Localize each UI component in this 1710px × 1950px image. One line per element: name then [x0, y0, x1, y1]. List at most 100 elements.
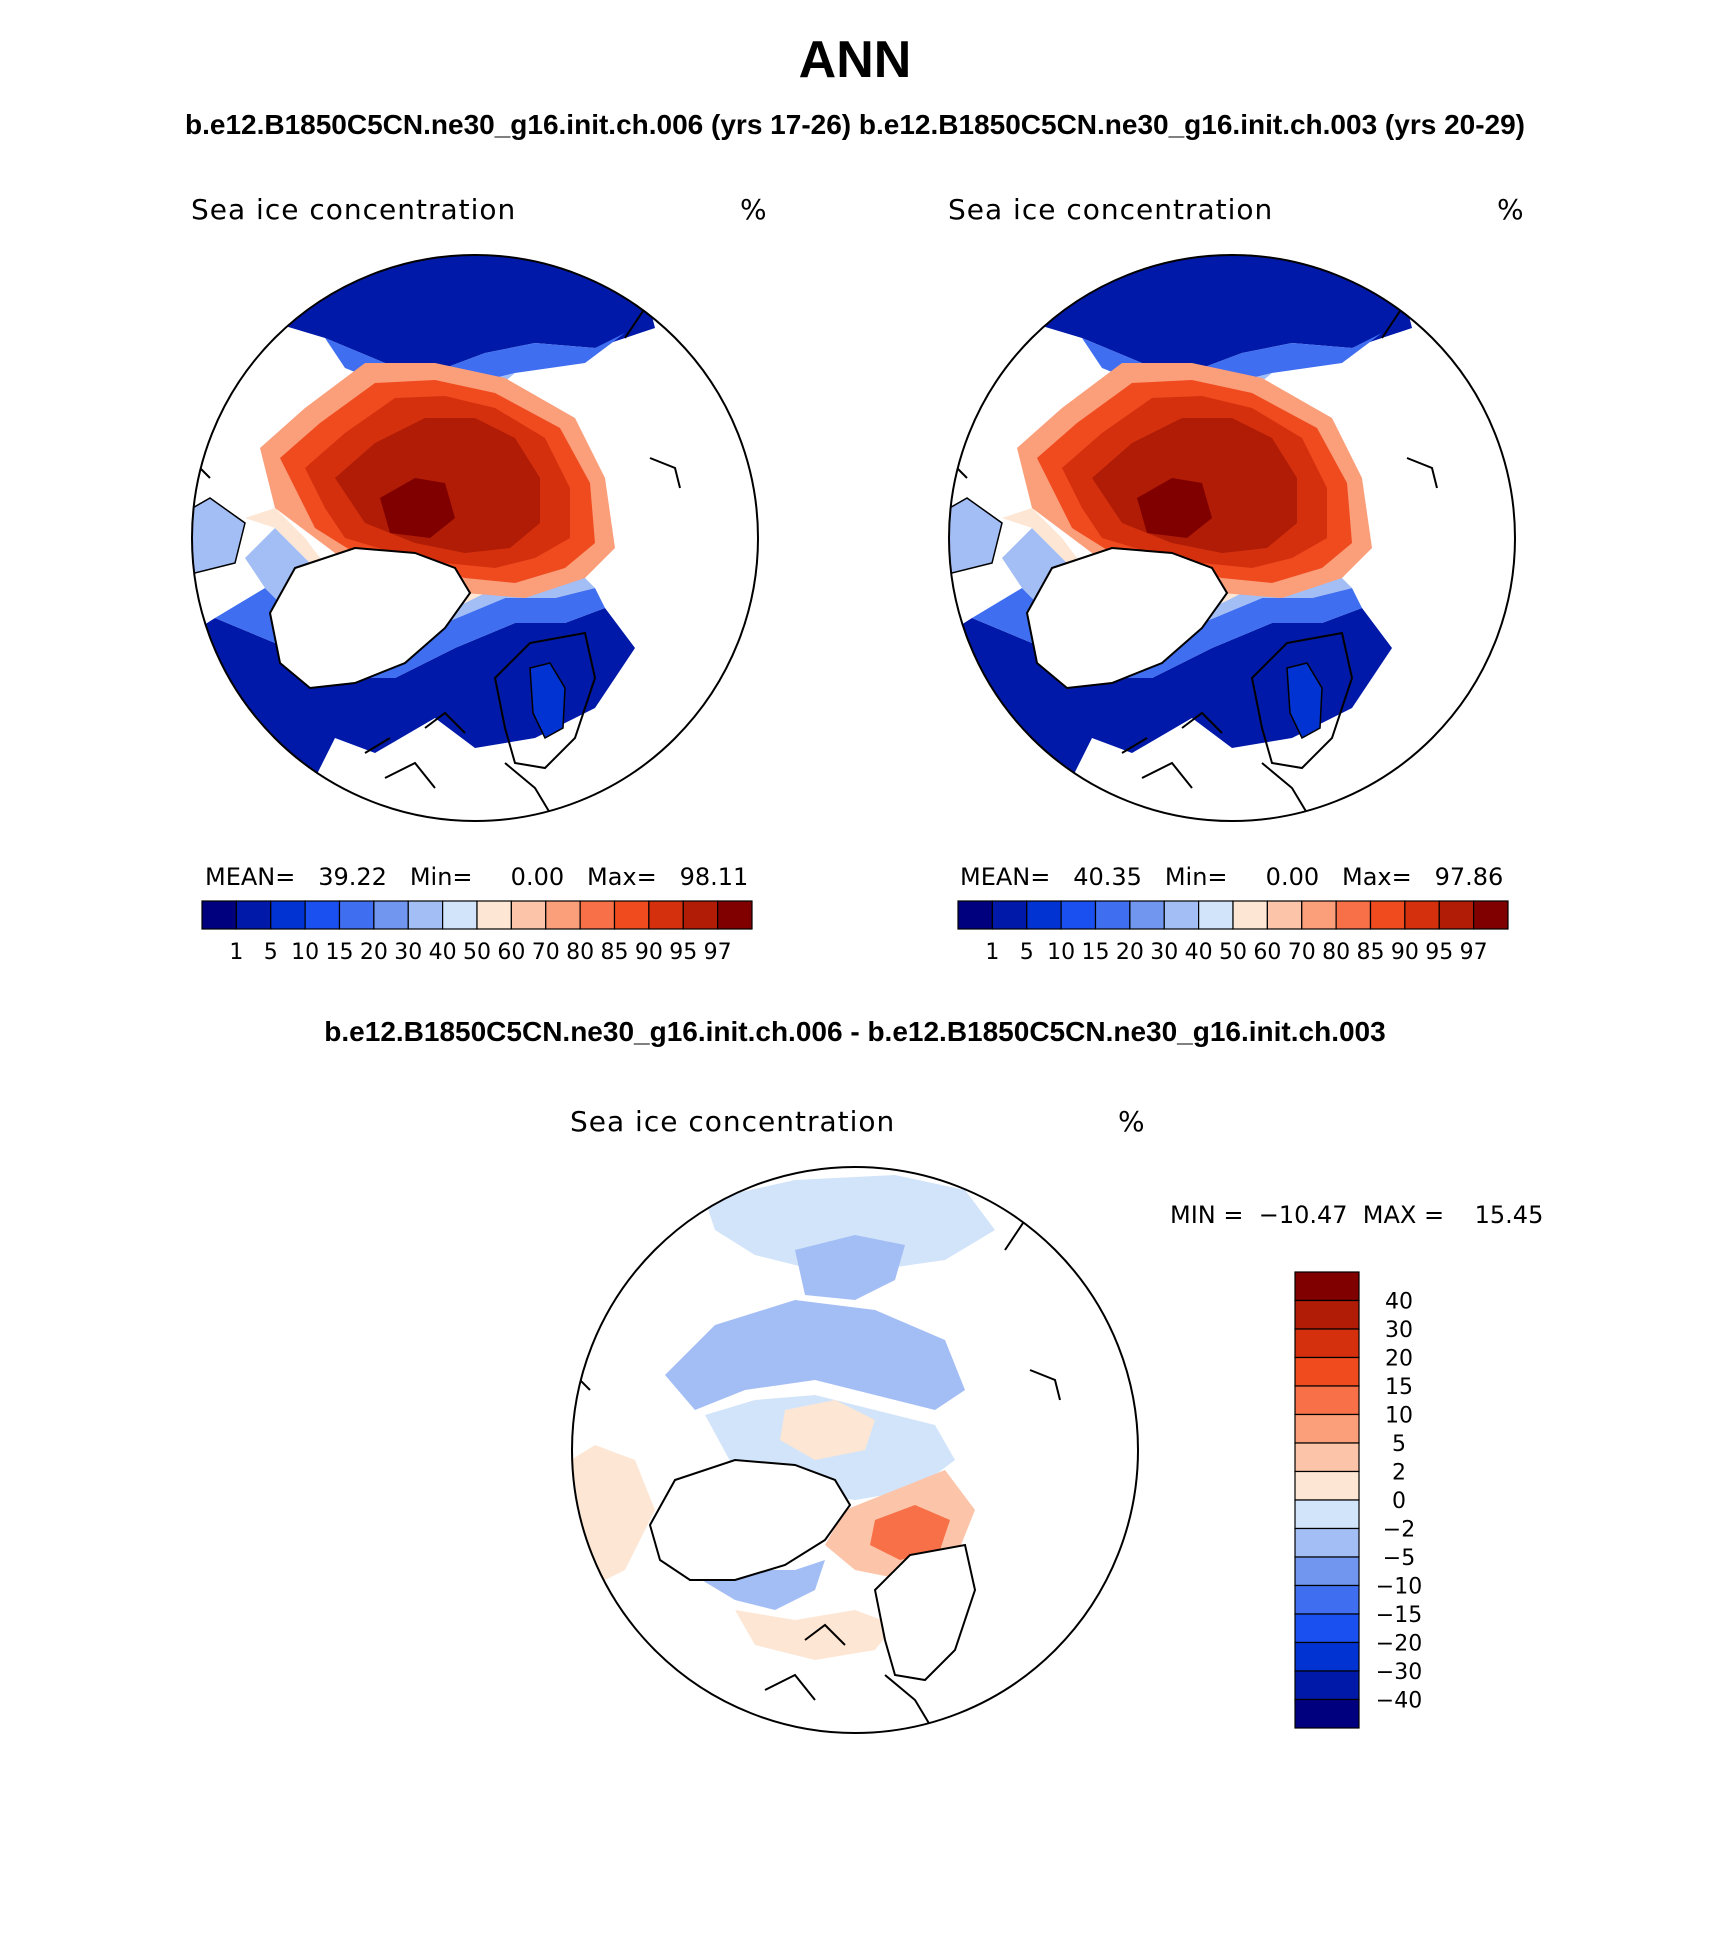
- colorbar-swatch: [613, 900, 650, 930]
- colorbar-swatch: [235, 900, 272, 930]
- colorbar-label: 30: [1385, 1318, 1413, 1343]
- colorbar-label: 40: [429, 940, 457, 965]
- colorbar-label: 15: [326, 940, 354, 965]
- colorbar-label: 1: [229, 940, 243, 965]
- colorbar-swatch: [1294, 1442, 1360, 1473]
- colorbar-label: 90: [635, 940, 663, 965]
- colorbar-swatch: [1294, 1584, 1360, 1615]
- colorbar-swatch: [1294, 1470, 1360, 1501]
- panel2-map: [948, 254, 1516, 822]
- colorbar-label: −40: [1376, 1689, 1422, 1714]
- colorbar-swatch: [304, 900, 341, 930]
- panel1-colorbar: 1 5 10 15 20 30 40 50 60 70 80 85 90 95 97: [201, 900, 753, 965]
- colorbar-swatch: [1294, 1271, 1360, 1302]
- colorbar-label: 95: [1425, 940, 1453, 965]
- diff-map: [571, 1166, 1139, 1734]
- diff-variable-label: Sea ice concentration: [570, 1105, 896, 1138]
- colorbar-label: 70: [532, 940, 560, 965]
- colorbar-swatch: [957, 900, 993, 930]
- colorbar-swatch: [1026, 900, 1062, 930]
- colorbar-swatch: [717, 900, 753, 930]
- colorbar-swatch: [579, 900, 616, 930]
- colorbar-swatch: [1369, 900, 1406, 930]
- colorbar-label: 10: [1385, 1404, 1413, 1429]
- colorbar-label: 5: [1392, 1432, 1406, 1457]
- colorbar-swatch: [1294, 1527, 1360, 1558]
- colorbar-label: 85: [601, 940, 629, 965]
- colorbar-swatch: [1294, 1556, 1360, 1587]
- colorbar-swatch: [1294, 1385, 1360, 1416]
- colorbar-label: −15: [1376, 1603, 1422, 1628]
- panel2-colorbar: 1 5 10 15 20 30 40 50 60 70 80 85 90 95 97: [957, 900, 1509, 965]
- colorbar-swatch: [270, 900, 306, 930]
- colorbar-label: 50: [463, 940, 491, 965]
- colorbar-swatch: [1266, 900, 1303, 930]
- colorbar-label: 20: [1385, 1347, 1413, 1372]
- panel1-units-label: %: [740, 193, 768, 226]
- panel1-variable-label: Sea ice concentration: [191, 193, 517, 226]
- panel1-stats: MEAN= 39.22 Min= 0.00 Max= 98.11: [205, 863, 749, 891]
- colorbar-swatch: [1335, 900, 1372, 930]
- colorbar-label: 85: [1357, 940, 1385, 965]
- panel2-units-label: %: [1497, 193, 1525, 226]
- colorbar-swatch: [1094, 900, 1131, 930]
- colorbar-label: 2: [1392, 1461, 1406, 1486]
- colorbar-label: 97: [704, 940, 732, 965]
- colorbar-label: −5: [1383, 1546, 1415, 1571]
- colorbar-swatch: [201, 900, 237, 930]
- colorbar-swatch: [338, 900, 375, 930]
- top-subtitle: b.e12.B1850C5CN.ne30_g16.init.ch.006 (yr…: [184, 109, 1526, 140]
- colorbar-swatch: [1294, 1698, 1360, 1729]
- colorbar-swatch: [1438, 900, 1475, 930]
- colorbar-swatch: [1294, 1328, 1360, 1359]
- colorbar-swatch: [1294, 1356, 1360, 1387]
- colorbar-swatch: [442, 900, 478, 930]
- colorbar-label: 15: [1082, 940, 1110, 965]
- colorbar-swatch: [648, 900, 684, 930]
- colorbar-swatch: [1404, 900, 1440, 930]
- diff-stats: MIN = −10.47 MAX = 15.45: [1170, 1201, 1544, 1229]
- colorbar-swatch: [1473, 900, 1509, 930]
- colorbar-swatch: [1129, 900, 1165, 930]
- colorbar-swatch: [510, 900, 547, 930]
- panel2-stats: MEAN= 40.35 Min= 0.00 Max= 97.86: [960, 863, 1504, 891]
- colorbar-label: 40: [1185, 940, 1213, 965]
- colorbar-label: 15: [1385, 1375, 1413, 1400]
- colorbar-swatch: [373, 900, 409, 930]
- colorbar-label: −30: [1376, 1660, 1422, 1685]
- colorbar-label: 10: [1047, 940, 1075, 965]
- panel1-map: [191, 254, 759, 822]
- colorbar-label: 50: [1219, 940, 1247, 965]
- colorbar-swatch: [1163, 900, 1200, 930]
- colorbar-label: 60: [1253, 940, 1281, 965]
- colorbar-swatch: [476, 900, 512, 930]
- colorbar-label: 97: [1460, 940, 1488, 965]
- colorbar-swatch: [682, 900, 719, 930]
- colorbar-swatch: [1294, 1670, 1360, 1701]
- colorbar-label: −20: [1376, 1632, 1422, 1657]
- colorbar-label: 20: [1116, 940, 1144, 965]
- colorbar-label: 90: [1391, 940, 1419, 965]
- colorbar-swatch: [1294, 1613, 1360, 1644]
- colorbar-label: 70: [1288, 940, 1316, 965]
- colorbar-swatch: [1294, 1299, 1360, 1330]
- colorbar-swatch: [1294, 1499, 1360, 1530]
- colorbar-swatch: [1198, 900, 1234, 930]
- colorbar-swatch: [1301, 900, 1337, 930]
- colorbar-label: −10: [1376, 1575, 1422, 1600]
- colorbar-swatch: [1060, 900, 1097, 930]
- colorbar-swatch: [1294, 1641, 1360, 1672]
- figure-title: ANN: [798, 31, 912, 89]
- colorbar-label: 80: [1322, 940, 1350, 965]
- colorbar-label: 5: [1020, 940, 1034, 965]
- colorbar-label: 40: [1385, 1290, 1413, 1315]
- colorbar-swatch: [1232, 900, 1268, 930]
- diff-subtitle: b.e12.B1850C5CN.ne30_g16.init.ch.006 - b…: [324, 1016, 1386, 1047]
- colorbar-label: −2: [1383, 1518, 1415, 1543]
- colorbar-label: 30: [1150, 940, 1178, 965]
- colorbar-label: 1: [985, 940, 999, 965]
- colorbar-swatch: [407, 900, 444, 930]
- colorbar-swatch: [1294, 1413, 1360, 1444]
